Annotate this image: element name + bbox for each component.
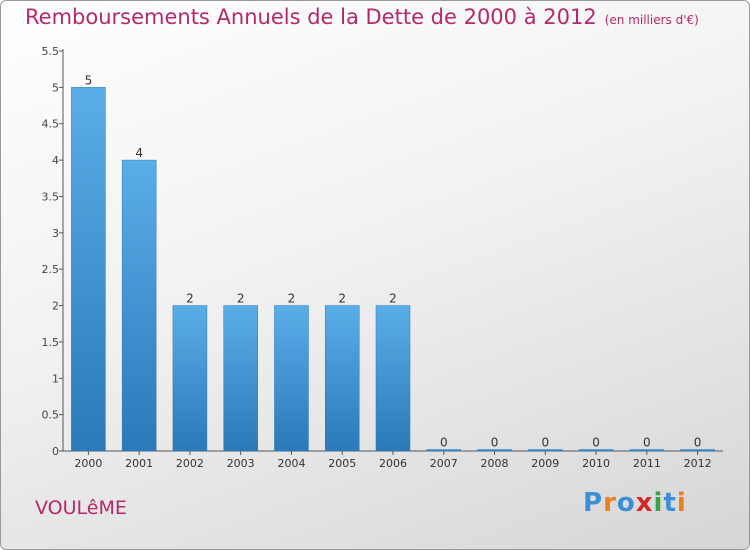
logo-letter: i bbox=[676, 488, 687, 518]
logo-letter: P bbox=[583, 488, 604, 518]
logo-letter: x bbox=[635, 488, 654, 518]
proxiti-logo: Proxiti bbox=[583, 488, 687, 518]
bar-2011 bbox=[629, 449, 665, 452]
x-tick-label-2003: 2003 bbox=[227, 457, 255, 470]
logo-letter: i bbox=[653, 488, 664, 518]
x-tick-label-2006: 2006 bbox=[379, 457, 407, 470]
y-tick-label: 5.5 bbox=[42, 45, 60, 58]
x-tick-label-2002: 2002 bbox=[176, 457, 204, 470]
bar-2010 bbox=[578, 449, 614, 452]
x-tick-label-2008: 2008 bbox=[481, 457, 509, 470]
x-tick-label-2000: 2000 bbox=[74, 457, 102, 470]
y-tick-label: 5 bbox=[52, 81, 59, 94]
data-label-2007: 0 bbox=[440, 436, 448, 450]
data-label-2012: 0 bbox=[694, 436, 702, 450]
y-tick-label: 3 bbox=[52, 227, 59, 240]
y-tick-label: 1.5 bbox=[42, 336, 60, 349]
commune-name: VOULêME bbox=[35, 497, 127, 519]
chart-subtitle: (en milliers d'€) bbox=[604, 13, 699, 27]
data-label-2001: 4 bbox=[135, 146, 143, 160]
y-tick-label: 0 bbox=[52, 445, 59, 458]
data-label-2002: 2 bbox=[186, 292, 194, 306]
x-tick-label-2009: 2009 bbox=[531, 457, 559, 470]
bar-2005 bbox=[324, 305, 360, 452]
bar-2009 bbox=[528, 449, 563, 452]
y-tick-label: 3.5 bbox=[42, 190, 60, 203]
bar-2004 bbox=[274, 305, 309, 452]
data-label-2011: 0 bbox=[643, 436, 651, 450]
bar-2001 bbox=[121, 159, 157, 452]
chart-title: Remboursements Annuels de la Dette de 20… bbox=[25, 5, 699, 29]
x-tick-label-2012: 2012 bbox=[684, 457, 712, 470]
data-label-2009: 0 bbox=[541, 436, 549, 450]
y-tick-label: 2 bbox=[52, 300, 59, 313]
data-label-2003: 2 bbox=[237, 292, 245, 306]
logo-letter: o bbox=[616, 488, 636, 518]
bar-2007 bbox=[426, 449, 462, 452]
x-tick-label-2010: 2010 bbox=[582, 457, 610, 470]
logo-letter: r bbox=[603, 488, 617, 518]
data-label-2010: 0 bbox=[592, 436, 600, 450]
bar-2002 bbox=[172, 305, 208, 452]
y-tick-label: 0.5 bbox=[42, 409, 60, 422]
data-label-2004: 2 bbox=[288, 292, 296, 306]
y-tick-label: 4.5 bbox=[42, 118, 60, 131]
bar-2012 bbox=[680, 449, 715, 452]
data-label-2000: 5 bbox=[85, 73, 93, 87]
x-tick-label-2001: 2001 bbox=[125, 457, 153, 470]
y-tick-label: 4 bbox=[52, 154, 59, 167]
logo-letter: t bbox=[663, 488, 677, 518]
bar-2008 bbox=[477, 449, 512, 452]
data-label-2008: 0 bbox=[491, 436, 499, 450]
bar-2003 bbox=[223, 305, 258, 452]
x-tick-label-2005: 2005 bbox=[328, 457, 356, 470]
y-tick-label: 2.5 bbox=[42, 263, 60, 276]
chart-title-text: Remboursements Annuels de la Dette de 20… bbox=[25, 5, 597, 29]
data-label-2006: 2 bbox=[389, 292, 397, 306]
x-tick-label-2004: 2004 bbox=[277, 457, 305, 470]
x-tick-label-2011: 2011 bbox=[633, 457, 661, 470]
x-tick-label-2007: 2007 bbox=[430, 457, 458, 470]
bar-2006 bbox=[375, 305, 411, 452]
data-label-2005: 2 bbox=[338, 292, 346, 306]
bar-2000 bbox=[71, 87, 106, 452]
y-tick-label: 1 bbox=[52, 372, 59, 385]
